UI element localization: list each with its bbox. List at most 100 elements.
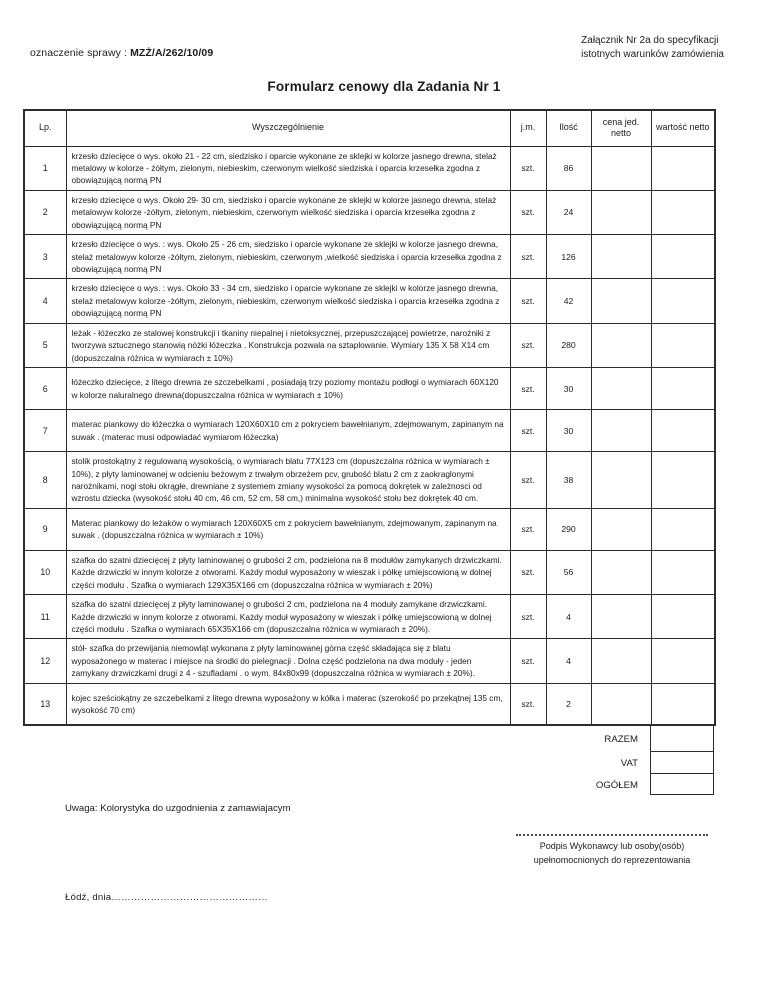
column-header-desc: Wyszczególnienie: [65, 109, 511, 147]
table-row: 10 szafka do szatni dziecięcej z płyty l…: [23, 549, 716, 596]
item-net-value-cell: [650, 145, 716, 191]
item-description-cell: Materac piankowy do leżaków o wymiarach …: [65, 507, 511, 551]
item-unit-price-cell: [590, 189, 652, 236]
total-row-vat: VAT: [23, 750, 714, 775]
item-number-cell: 6: [23, 367, 67, 411]
item-net-value-cell: [650, 451, 716, 509]
item-net-value-cell: [650, 409, 716, 453]
header-row: Lp. Wyszczególnienie j.m. Ilość cena jed…: [23, 109, 716, 147]
table-row: 6 łóżeczko dziecięce, z litego drewna ze…: [23, 367, 716, 411]
item-number-cell: 4: [23, 278, 67, 324]
attachment-note-line2: istotnych warunków zamówienia: [581, 49, 724, 60]
item-net-value-cell: [650, 367, 716, 411]
table-row: 3 krzesło dziecięce o wys. : wys. Około …: [23, 234, 716, 280]
item-description-cell: materac piankowy do łóżeczka o wymiarach…: [65, 409, 511, 453]
table-row: 8 stolik prostokątny z regulowaną wysoko…: [23, 451, 716, 509]
item-number-cell: 5: [23, 322, 67, 369]
item-description-cell: krzesło dziecięce o wys. : wys. Około 25…: [65, 234, 511, 280]
item-number-cell: 1: [23, 145, 67, 191]
item-description-cell: krzesło dziecięce o wys. : wys. Około 33…: [65, 278, 511, 324]
item-quantity-cell: 38: [545, 451, 592, 509]
signature-dotted-line: [516, 834, 708, 837]
item-unit-price-cell: [590, 322, 652, 369]
item-description-cell: krzesło dziecięce o wys. Około 29- 30 cm…: [65, 189, 511, 236]
item-net-value-cell: [650, 189, 716, 236]
item-number-cell: 11: [23, 594, 67, 640]
item-unit-cell: szt.: [509, 189, 547, 236]
item-unit-price-cell: [590, 145, 652, 191]
table-row: 7 materac piankowy do łóżeczka o wymiara…: [23, 409, 716, 453]
item-unit-cell: szt.: [509, 638, 547, 684]
item-unit-price-cell: [590, 594, 652, 640]
item-unit-cell: szt.: [509, 322, 547, 369]
items-body: 1 krzesło dziecięce o wys. około 21 - 22…: [23, 145, 716, 726]
item-number-cell: 7: [23, 409, 67, 453]
table-row: 13 kojec sześciokątny ze szczebelkami z …: [23, 682, 716, 726]
item-unit-price-cell: [590, 278, 652, 324]
total-row-razem: RAZEM: [23, 726, 714, 753]
item-number-cell: 3: [23, 234, 67, 280]
item-unit-price-cell: [590, 451, 652, 509]
item-net-value-cell: [650, 507, 716, 551]
item-unit-cell: szt.: [509, 682, 547, 726]
item-unit-price-cell: [590, 234, 652, 280]
item-unit-cell: szt.: [509, 367, 547, 411]
item-unit-cell: szt.: [509, 145, 547, 191]
item-quantity-cell: 24: [545, 189, 592, 236]
item-unit-price-cell: [590, 638, 652, 684]
item-description-cell: szafka do szatni dziecięcej z płyty lami…: [65, 594, 511, 640]
item-quantity-cell: 2: [545, 682, 592, 726]
total-label-razem: RAZEM: [604, 733, 638, 745]
table-row: 12 stół- szafka do przewijania niemowląt…: [23, 638, 716, 684]
table-row: 9 Materac piankowy do leżaków o wymiarac…: [23, 507, 716, 551]
item-quantity-cell: 4: [545, 594, 592, 640]
column-header-qty: Ilość: [545, 109, 592, 147]
item-quantity-cell: 4: [545, 638, 592, 684]
item-quantity-cell: 126: [545, 234, 592, 280]
total-value-box-ogolem: [650, 773, 714, 796]
signature-caption-line1: Podpis Wykonawcy lub osoby(osób): [539, 841, 685, 852]
item-net-value-cell: [650, 322, 716, 369]
item-unit-cell: szt.: [509, 594, 547, 640]
attachment-note: Załącznik Nr 2a do specyfikacji istotnyc…: [581, 34, 724, 62]
page-title: Formularz cenowy dla Zadania Nr 1: [267, 79, 501, 94]
case-reference-label: oznaczenie sprawy :: [30, 47, 128, 59]
item-number-cell: 13: [23, 682, 67, 726]
item-unit-cell: szt.: [509, 409, 547, 453]
item-description-cell: szafka do szatni dziecięcej z płyty lami…: [65, 549, 511, 596]
item-quantity-cell: 42: [545, 278, 592, 324]
table-row: 1 krzesło dziecięce o wys. około 21 - 22…: [23, 145, 716, 191]
item-number-cell: 2: [23, 189, 67, 236]
item-unit-price-cell: [590, 507, 652, 551]
item-unit-price-cell: [590, 367, 652, 411]
total-row-ogolem: OGÓŁEM: [23, 773, 714, 796]
item-quantity-cell: 280: [545, 322, 592, 369]
document-header: oznaczenie sprawy : MZŻ/A/262/10/09 Załą…: [0, 0, 768, 62]
item-net-value-cell: [650, 549, 716, 596]
item-description-cell: krzesło dziecięce o wys. około 21 - 22 c…: [65, 145, 511, 191]
item-quantity-cell: 30: [545, 409, 592, 453]
table-row: 4 krzesło dziecięce o wys. : wys. Około …: [23, 278, 716, 324]
item-quantity-cell: 56: [545, 549, 592, 596]
table-row: 5 leżak - łóżeczko ze stalowej konstrukc…: [23, 322, 716, 369]
item-quantity-cell: 86: [545, 145, 592, 191]
column-header-unit: j.m.: [509, 109, 547, 147]
item-unit-price-cell: [590, 409, 652, 453]
item-description-cell: kojec sześciokątny ze szczebelkami z lit…: [65, 682, 511, 726]
total-value-box-razem: [650, 726, 714, 753]
case-reference-number: MZŻ/A/262/10/09: [130, 47, 214, 59]
item-unit-cell: szt.: [509, 451, 547, 509]
item-number-cell: 10: [23, 549, 67, 596]
item-unit-cell: szt.: [509, 278, 547, 324]
item-net-value-cell: [650, 234, 716, 280]
item-quantity-cell: 30: [545, 367, 592, 411]
price-table: Lp. Wyszczególnienie j.m. Ilość cena jed…: [23, 109, 716, 727]
total-label-ogolem: OGÓŁEM: [595, 779, 638, 791]
item-description-cell: stół- szafka do przewijania niemowląt wy…: [65, 638, 511, 684]
column-header-lp: Lp.: [23, 109, 67, 147]
item-net-value-cell: [650, 594, 716, 640]
item-net-value-cell: [650, 638, 716, 684]
table-row: 2 krzesło dziecięce o wys. Około 29- 30 …: [23, 189, 716, 236]
item-unit-cell: szt.: [509, 234, 547, 280]
